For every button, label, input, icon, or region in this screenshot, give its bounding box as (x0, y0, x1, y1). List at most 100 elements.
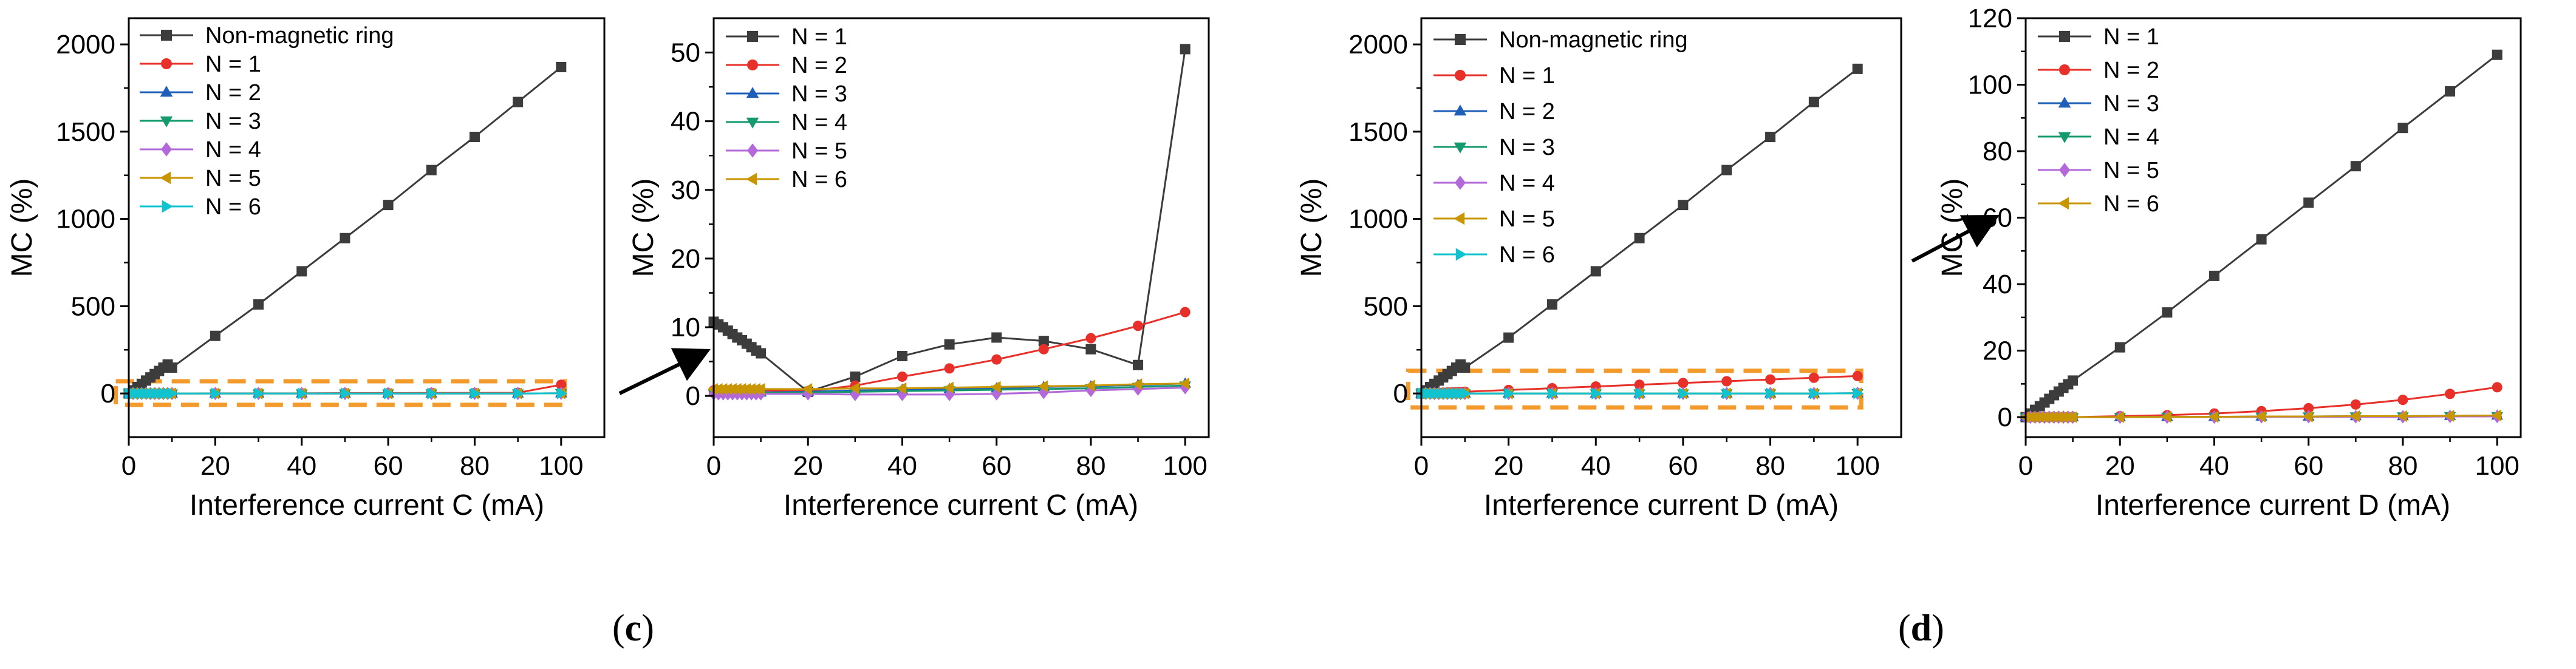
y-tick-label: 20 (1983, 336, 2012, 366)
data-point (556, 62, 567, 72)
legend-label: N = 2 (205, 80, 261, 106)
data-point (1853, 387, 1864, 399)
legend-marker (160, 116, 173, 127)
data-point (2302, 410, 2313, 423)
data-point (1765, 374, 1776, 385)
legend-label: Non-magnetic ring (205, 23, 394, 49)
data-point (1038, 344, 1049, 355)
x-tick-label: 80 (2388, 451, 2417, 481)
legend-label: N = 1 (1499, 63, 1555, 89)
chart-c_main: 0 20 40 60 80 1000500100015002000Interference… (6, 17, 606, 521)
data-point (1133, 321, 1144, 331)
data-point (1634, 379, 1645, 390)
data-point (1180, 44, 1191, 55)
legend-label: N = 3 (1499, 135, 1555, 160)
data-point (2303, 402, 2314, 413)
data-point (897, 351, 907, 362)
legend-marker (2059, 64, 2070, 75)
series-6 (2019, 409, 2501, 423)
data-point (513, 387, 524, 399)
legend-marker (1455, 34, 1466, 45)
legend-label: N = 4 (205, 137, 261, 163)
plot-frame (128, 17, 606, 438)
data-point (1460, 362, 1471, 373)
data-point (166, 362, 177, 373)
data-point (384, 387, 395, 399)
x-tick-label: 20 (200, 451, 230, 481)
y-tick-label: 0 (1998, 402, 2012, 432)
data-point (341, 387, 352, 399)
legend-marker (2058, 97, 2071, 108)
x-tick-label: 0 (2018, 451, 2033, 481)
data-point (383, 200, 394, 211)
data-point (2066, 411, 2077, 423)
zoom-arrow-d (1911, 215, 2000, 263)
data-point (1038, 336, 1049, 347)
x-tick-label: 60 (374, 451, 403, 481)
y-axis-label: MC (%) (1936, 178, 1969, 277)
y-tick-label: 1000 (56, 205, 115, 234)
chart-c_zoom: 0 20 40 60 80 100 0 10 20 30 40 50 Interference curr… (627, 17, 1210, 521)
zoom-arrow-c (618, 348, 711, 395)
x-tick-label: 40 (287, 451, 316, 481)
data-point (1634, 233, 1645, 243)
data-point (1546, 299, 1557, 310)
y-tick-label: 10 (671, 313, 700, 342)
legend-marker (161, 30, 172, 41)
plot-frame (2024, 17, 2522, 438)
legend-marker (746, 172, 757, 186)
series-line (714, 311, 1186, 392)
y-tick-label: 1500 (56, 117, 115, 147)
data-point (2255, 410, 2266, 423)
legend-label: N = 2 (791, 53, 847, 78)
data-point (2350, 399, 2361, 410)
data-point (991, 332, 1002, 343)
x-tick-label: 20 (793, 451, 823, 481)
data-point (2350, 161, 2361, 172)
legend-marker (2058, 132, 2071, 143)
legend-label: Non-magnetic ring (1499, 27, 1687, 53)
y-tick-label: 30 (671, 175, 700, 205)
legend-label: N = 6 (2103, 191, 2159, 217)
plot-frame (712, 17, 1210, 438)
data-point (1679, 387, 1690, 399)
series-line (128, 66, 562, 395)
data-point (1461, 387, 1472, 399)
legend-label: N = 3 (791, 81, 847, 107)
legend-marker (1455, 248, 1467, 261)
data-point (2114, 411, 2125, 423)
legend-label: N = 5 (2103, 158, 2159, 183)
legend-marker (1454, 104, 1467, 116)
y-tick-label: 2000 (1348, 30, 1408, 59)
data-point (990, 381, 1001, 393)
y-axis-label: MC (%) (627, 178, 660, 277)
legend-marker (161, 58, 172, 69)
x-axis-label: Interference current D (mA) (1484, 489, 1839, 521)
legend-marker (161, 142, 172, 157)
x-tick-label: 100 (1163, 451, 1207, 481)
x-tick-label: 40 (887, 451, 917, 481)
x-tick-label: 40 (2199, 451, 2229, 481)
data-point (1765, 132, 1776, 142)
data-point (849, 382, 859, 395)
data-point (210, 330, 220, 341)
series-7 (1417, 387, 1864, 399)
data-point (1133, 359, 1144, 370)
x-tick-label: 100 (539, 451, 583, 481)
legend-label: N = 1 (791, 24, 847, 50)
data-point (1178, 377, 1189, 390)
legend-marker (746, 87, 759, 98)
y-tick-label: 40 (671, 107, 700, 137)
legend-label: N = 3 (2103, 91, 2159, 117)
data-point (1085, 333, 1096, 344)
data-point (469, 132, 480, 142)
data-point (296, 266, 307, 277)
legend-marker (747, 143, 758, 158)
legend-label: N = 5 (791, 138, 847, 164)
data-point (297, 387, 308, 399)
legend-label: N = 2 (2103, 58, 2159, 83)
data-point (513, 97, 524, 107)
series-1 (1416, 63, 1863, 399)
data-point (1678, 200, 1689, 211)
